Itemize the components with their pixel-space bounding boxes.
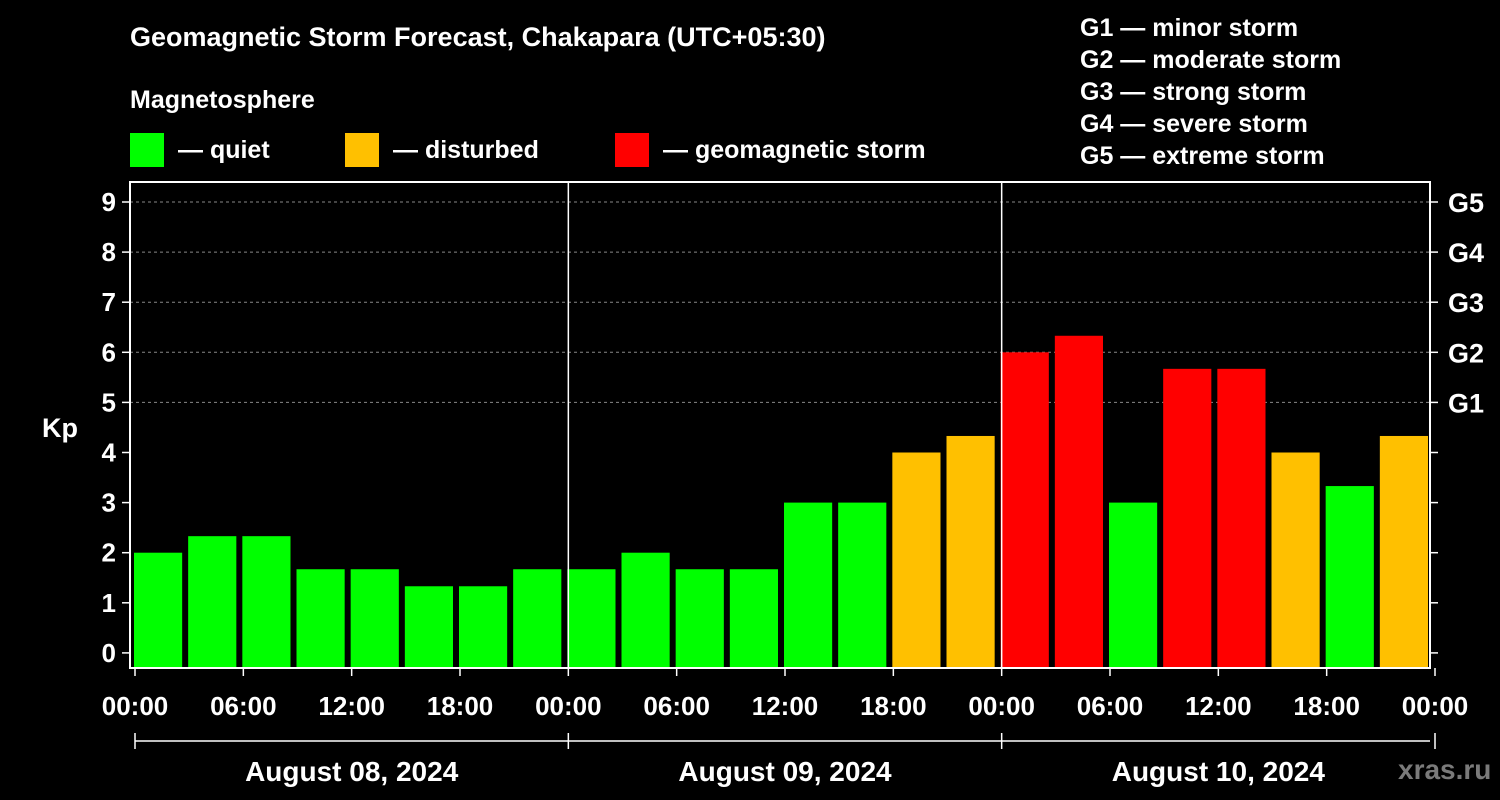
kp-bar	[1163, 368, 1212, 668]
x-tick-label: 18:00	[1293, 691, 1360, 721]
x-tick-label: 18:00	[860, 691, 927, 721]
kp-bar	[1109, 502, 1158, 668]
y-tick-label: 2	[102, 538, 116, 568]
y-tick-label: 4	[102, 438, 117, 468]
legend-label-quiet: — quiet	[178, 135, 270, 164]
x-tick-label: 00:00	[968, 691, 1035, 721]
kp-bar	[892, 452, 941, 668]
day-label: August 08, 2024	[245, 756, 459, 787]
g-level-legend: G1 — minor storm G2 — moderate storm G3 …	[1080, 12, 1341, 172]
kp-bar	[459, 586, 508, 668]
g-level-g3: G3 — strong storm	[1080, 78, 1307, 106]
kp-bar	[296, 569, 345, 668]
x-tick-label: 18:00	[427, 691, 494, 721]
x-tick-label: 06:00	[210, 691, 277, 721]
legend-swatch-disturbed	[345, 133, 379, 167]
kp-bar	[404, 586, 453, 668]
kp-bar	[242, 536, 291, 668]
legend-label-storm: — geomagnetic storm	[663, 135, 926, 164]
kp-bar	[838, 502, 887, 668]
g-level-tick-label: G2	[1448, 338, 1484, 368]
y-tick-label: 0	[102, 638, 116, 668]
legend-quiet: — quiet	[130, 133, 270, 167]
kp-bar	[188, 536, 237, 668]
x-tick-label: 12:00	[1185, 691, 1252, 721]
y-axis-label: Kp	[42, 413, 78, 443]
kp-bar	[350, 569, 399, 668]
kp-bar	[1054, 335, 1103, 668]
g-level-tick-label: G1	[1448, 388, 1484, 418]
kp-bar	[621, 552, 670, 668]
y-tick-label: 8	[102, 237, 116, 267]
chart-subtitle: Magnetosphere	[130, 86, 315, 114]
kp-bar	[513, 569, 562, 668]
g-level-g2: G2 — moderate storm	[1080, 46, 1342, 74]
y-tick-label: 1	[102, 588, 116, 618]
y-tick-label: 6	[102, 337, 116, 367]
x-tick-label: 06:00	[643, 691, 710, 721]
kp-bar	[1379, 435, 1428, 668]
day-label: August 10, 2024	[1112, 756, 1326, 787]
kp-bar	[567, 569, 616, 668]
y-tick-label: 9	[102, 187, 116, 217]
legend-label-disturbed: — disturbed	[393, 135, 539, 164]
legend-disturbed: — disturbed	[345, 133, 539, 167]
legend-swatch-storm	[615, 133, 649, 167]
kp-bar	[134, 552, 183, 668]
plot-frame	[129, 181, 1431, 669]
x-tick-label: 00:00	[1402, 691, 1469, 721]
kp-bar	[1325, 486, 1374, 668]
g-level-tick-label: G4	[1448, 238, 1484, 268]
g-level-tick-label: G3	[1448, 288, 1484, 318]
x-tick-label: 00:00	[102, 691, 169, 721]
kp-bar	[784, 502, 833, 668]
g-level-g5: G5 — extreme storm	[1080, 142, 1325, 170]
kp-bar	[1271, 452, 1320, 668]
watermark: xras.ru	[1398, 754, 1492, 785]
x-tick-label: 12:00	[318, 691, 385, 721]
y-tick-label: 5	[102, 387, 116, 417]
kp-bar	[675, 569, 724, 668]
legend-swatch-quiet	[130, 133, 164, 167]
day-label: August 09, 2024	[678, 756, 892, 787]
g-level-g1: G1 — minor storm	[1080, 14, 1299, 42]
kp-bar	[1217, 368, 1266, 668]
kp-bar	[729, 569, 778, 668]
y-tick-label: 3	[102, 488, 116, 518]
legend-storm: — geomagnetic storm	[615, 133, 926, 167]
g-level-tick-label: G5	[1448, 188, 1484, 218]
x-tick-label: 12:00	[752, 691, 819, 721]
x-tick-label: 00:00	[535, 691, 602, 721]
chart-title: Geomagnetic Storm Forecast, Chakapara (U…	[130, 22, 826, 52]
kp-bar	[946, 435, 995, 668]
kp-bar	[1000, 352, 1049, 668]
x-tick-label: 06:00	[1077, 691, 1144, 721]
g-level-g4: G4 — severe storm	[1080, 110, 1308, 138]
y-tick-label: 7	[102, 287, 116, 317]
